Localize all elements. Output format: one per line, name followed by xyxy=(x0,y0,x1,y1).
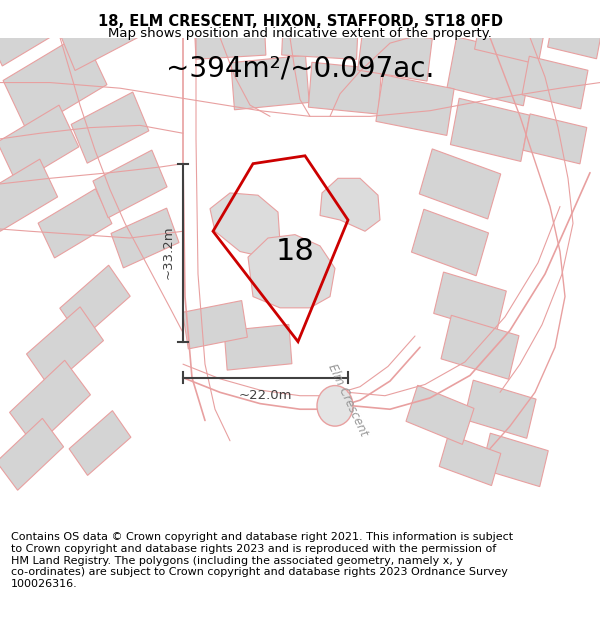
Polygon shape xyxy=(3,33,107,132)
Polygon shape xyxy=(10,360,91,447)
Polygon shape xyxy=(523,114,587,164)
Polygon shape xyxy=(358,28,433,81)
Text: ~394m²/~0.097ac.: ~394m²/~0.097ac. xyxy=(166,54,434,82)
Text: Map shows position and indicative extent of the property.: Map shows position and indicative extent… xyxy=(108,27,492,40)
Polygon shape xyxy=(441,315,519,379)
Polygon shape xyxy=(0,9,51,66)
Polygon shape xyxy=(451,98,530,161)
Polygon shape xyxy=(62,4,139,71)
Polygon shape xyxy=(93,150,167,218)
Polygon shape xyxy=(26,307,103,388)
Text: 18: 18 xyxy=(275,237,314,266)
Polygon shape xyxy=(434,272,506,332)
Polygon shape xyxy=(71,92,149,163)
Polygon shape xyxy=(320,178,380,231)
Polygon shape xyxy=(224,324,292,370)
Polygon shape xyxy=(439,434,501,486)
Text: Contains OS data © Crown copyright and database right 2021. This information is : Contains OS data © Crown copyright and d… xyxy=(11,532,513,589)
Polygon shape xyxy=(111,208,179,268)
Polygon shape xyxy=(482,433,548,487)
Polygon shape xyxy=(231,55,309,110)
Polygon shape xyxy=(376,75,454,136)
Polygon shape xyxy=(522,56,588,109)
Polygon shape xyxy=(548,16,600,59)
Text: ~33.2m: ~33.2m xyxy=(162,226,175,279)
Polygon shape xyxy=(406,385,474,444)
Circle shape xyxy=(317,386,353,426)
Polygon shape xyxy=(464,380,536,438)
Polygon shape xyxy=(0,105,79,184)
Polygon shape xyxy=(248,234,335,308)
Polygon shape xyxy=(475,11,545,64)
Polygon shape xyxy=(69,411,131,476)
Polygon shape xyxy=(38,189,112,258)
Polygon shape xyxy=(419,149,501,219)
Polygon shape xyxy=(194,16,266,59)
Polygon shape xyxy=(210,193,280,257)
Polygon shape xyxy=(281,16,358,59)
Text: 18, ELM CRESCENT, HIXON, STAFFORD, ST18 0FD: 18, ELM CRESCENT, HIXON, STAFFORD, ST18 … xyxy=(97,14,503,29)
Text: ~22.0m: ~22.0m xyxy=(239,389,292,402)
Polygon shape xyxy=(412,209,488,276)
Polygon shape xyxy=(182,301,247,349)
Polygon shape xyxy=(447,37,533,106)
Polygon shape xyxy=(0,159,58,231)
Polygon shape xyxy=(308,62,382,114)
Polygon shape xyxy=(0,418,64,490)
Polygon shape xyxy=(60,265,130,339)
Text: Elm Crescent: Elm Crescent xyxy=(326,362,370,438)
